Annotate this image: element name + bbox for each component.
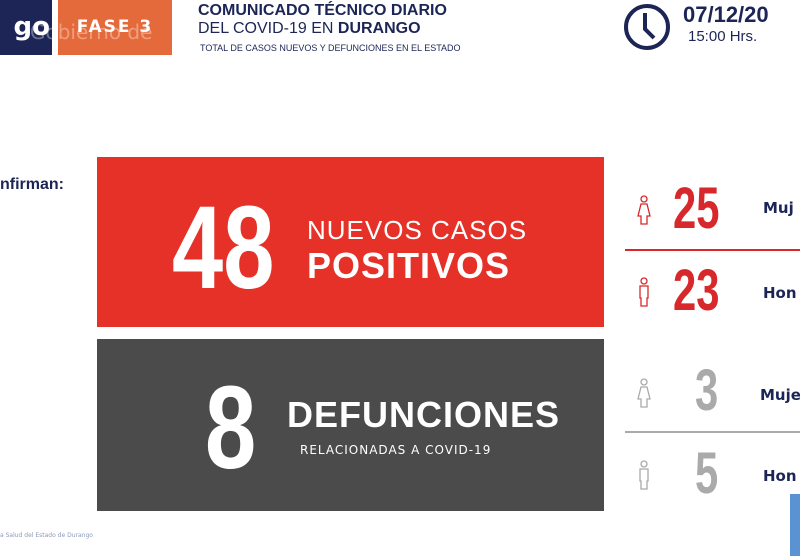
deaths-panel: 8 DEFUNCIONES RELACIONADAS A COVID-19 [97, 339, 604, 511]
footer-source: a Salud del Estado de Durango [0, 532, 93, 539]
deaths-line2: RELACIONADAS A COVID-19 [300, 443, 492, 457]
watermark: Gobierno de [30, 20, 153, 44]
deaths-women-label: Muje [760, 386, 800, 404]
positive-line1: NUEVOS CASOS [307, 215, 528, 245]
positive-men-label: Hon [763, 284, 797, 302]
divider [625, 431, 800, 433]
male-icon [639, 460, 649, 490]
title-prefix: DEL COVID-19 EN [198, 20, 338, 37]
positive-line2: POSITIVOS [307, 245, 511, 286]
positive-women-count: 25 [673, 176, 720, 241]
deaths-men-count: 5 [695, 441, 719, 506]
deaths-count: 8 [205, 362, 257, 494]
deaths-men-label: Hon [763, 467, 797, 485]
title: COMUNICADO TÉCNICO DIARIO [198, 2, 447, 19]
positive-women-label: Muj [763, 199, 794, 217]
title-state: DURANGO [337, 20, 421, 37]
female-icon [637, 195, 651, 225]
positive-men-count: 23 [673, 258, 720, 323]
date: 07/12/20 [683, 2, 769, 27]
time: 15:00 Hrs. [688, 28, 758, 45]
positive-count: 48 [172, 182, 275, 314]
female-icon [637, 378, 651, 408]
phase-badge: FASE 3 [58, 0, 172, 55]
positive-cases-panel: 48 NUEVOS CASOS POSITIVOS [97, 157, 604, 327]
government-logo: go [0, 0, 52, 55]
blue-block [790, 494, 800, 556]
subtitle: TOTAL DE CASOS NUEVOS Y DEFUNCIONES EN E… [200, 43, 461, 53]
deaths-women-count: 3 [695, 358, 719, 423]
confirm-label: nfirman: [0, 176, 64, 193]
divider [625, 249, 800, 251]
clock-icon [624, 4, 670, 50]
title-line2: DEL COVID-19 EN DURANGO [198, 20, 421, 38]
deaths-line1: DEFUNCIONES [287, 394, 561, 435]
male-icon [639, 277, 649, 307]
